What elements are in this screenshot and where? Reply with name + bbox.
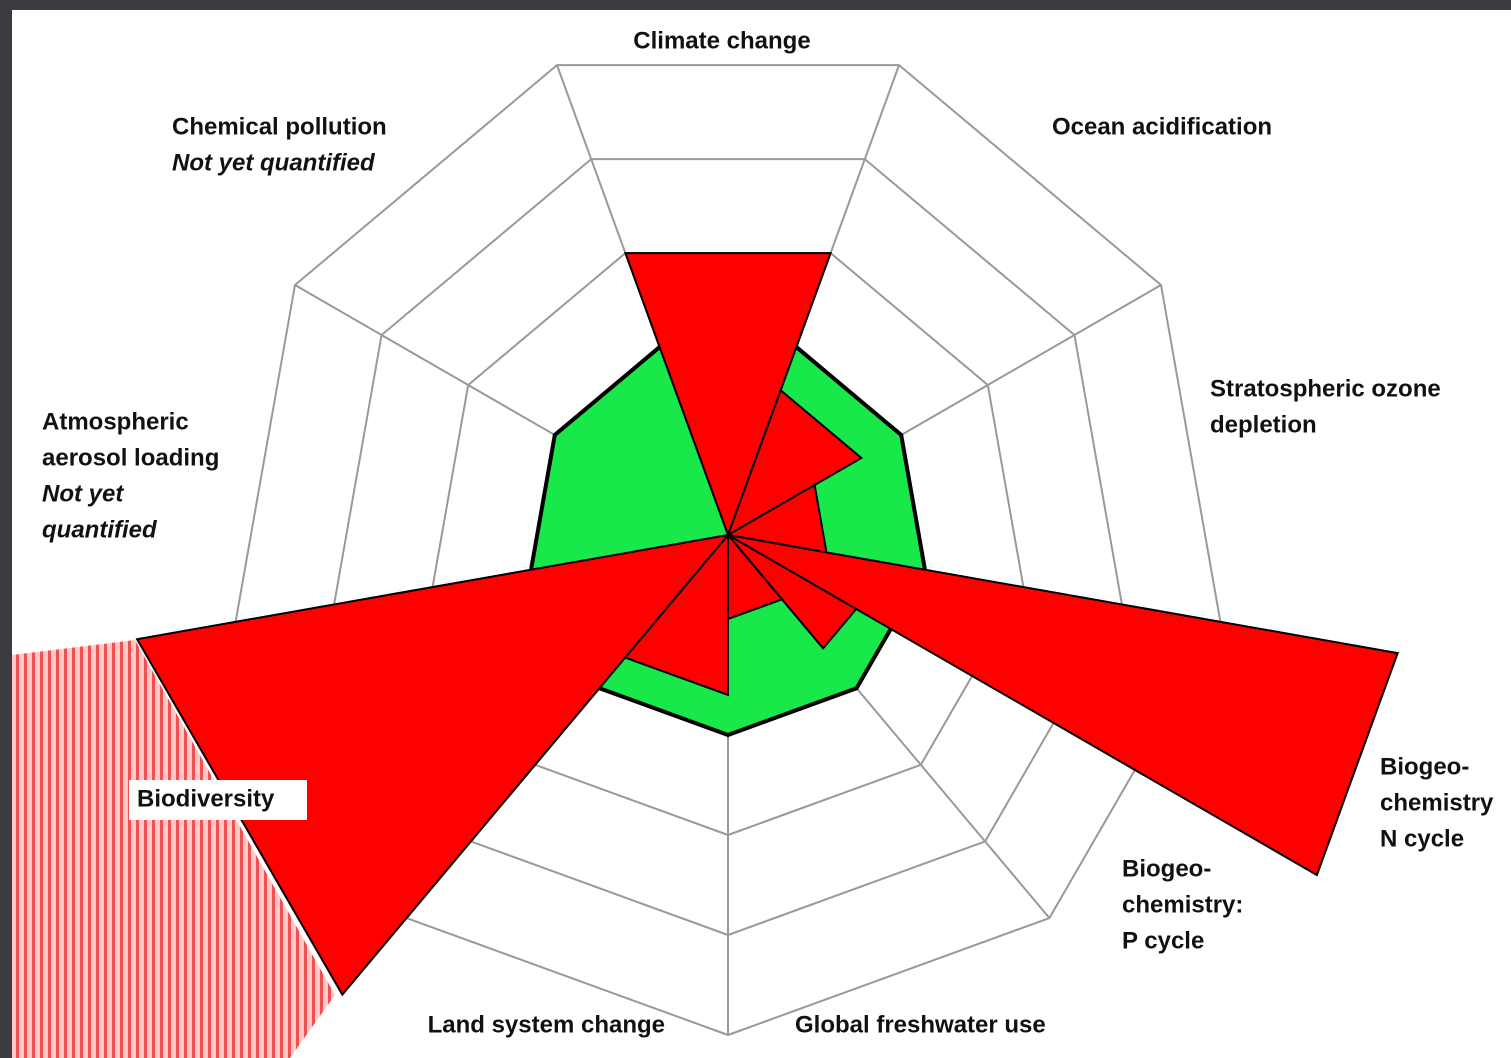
category-label: N cycle xyxy=(1380,825,1464,852)
category-label: P cycle xyxy=(1122,927,1204,954)
category-note: Not yet quantified xyxy=(172,149,376,176)
category-label: chemistry xyxy=(1380,789,1494,816)
category-label: Climate change xyxy=(633,27,810,54)
grid-ring xyxy=(431,252,1025,837)
category-label: Atmospheric xyxy=(42,408,189,435)
category-label: Biogeo- xyxy=(1380,753,1469,780)
category-label: Biodiversity xyxy=(137,785,275,812)
category-label: Global freshwater use xyxy=(795,1011,1046,1038)
wedge xyxy=(727,534,1400,877)
category-label: depletion xyxy=(1210,411,1317,438)
category-label: Stratospheric ozone xyxy=(1210,375,1441,402)
category-note: Not yet xyxy=(42,480,124,507)
grid-ring xyxy=(234,64,1222,1037)
category-note: quantified xyxy=(42,516,158,543)
grid-ring xyxy=(333,158,1123,937)
category-label: aerosol loading xyxy=(42,444,219,471)
beyond-scale-hatch xyxy=(12,640,335,1058)
category-label: Chemical pollution xyxy=(172,113,387,140)
category-label: chemistry: xyxy=(1122,891,1243,918)
label-box xyxy=(129,780,307,820)
category-label: Biogeo- xyxy=(1122,855,1211,882)
category-label: Land system change xyxy=(428,1011,665,1038)
category-label: Ocean acidification xyxy=(1052,113,1272,140)
